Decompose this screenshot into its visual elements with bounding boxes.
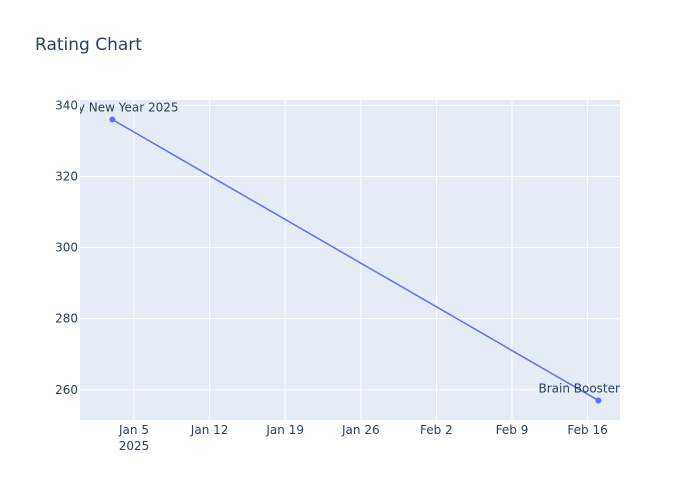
y-axis-ticks: 260 280 300 320 340: [55, 98, 78, 396]
data-point[interactable]: [595, 397, 602, 404]
y-tick-label: 260: [55, 383, 78, 397]
x-tick-label: Feb 16: [567, 423, 607, 437]
annotations: Happy New Year 2025 Brain Booster: [46, 101, 620, 396]
y-tick-label: 340: [55, 98, 78, 112]
series-layer: [109, 116, 602, 404]
x-tick-label: Jan 19: [265, 423, 304, 437]
chart-title: Rating Chart: [35, 35, 142, 55]
series-line: [112, 118, 599, 402]
grid-lines: [80, 100, 620, 420]
x-tick-sublabel: 2025: [119, 439, 150, 453]
x-tick-label: Jan 12: [190, 423, 229, 437]
x-tick-label: Jan 5: [118, 423, 149, 437]
data-point[interactable]: [109, 116, 116, 123]
point-label: Brain Booster: [538, 381, 620, 395]
x-tick-label: Jan 26: [341, 423, 380, 437]
y-tick-label: 320: [55, 169, 78, 183]
y-tick-label: 300: [55, 241, 78, 255]
x-tick-label: Feb 2: [420, 423, 453, 437]
point-label: Happy New Year 2025: [46, 101, 178, 115]
y-tick-label: 280: [55, 312, 78, 326]
x-tick-label: Feb 9: [496, 423, 529, 437]
x-axis-ticks: Jan 5 2025 Jan 12 Jan 19 Jan 26 Feb 2 Feb 9 Feb…: [118, 423, 608, 453]
